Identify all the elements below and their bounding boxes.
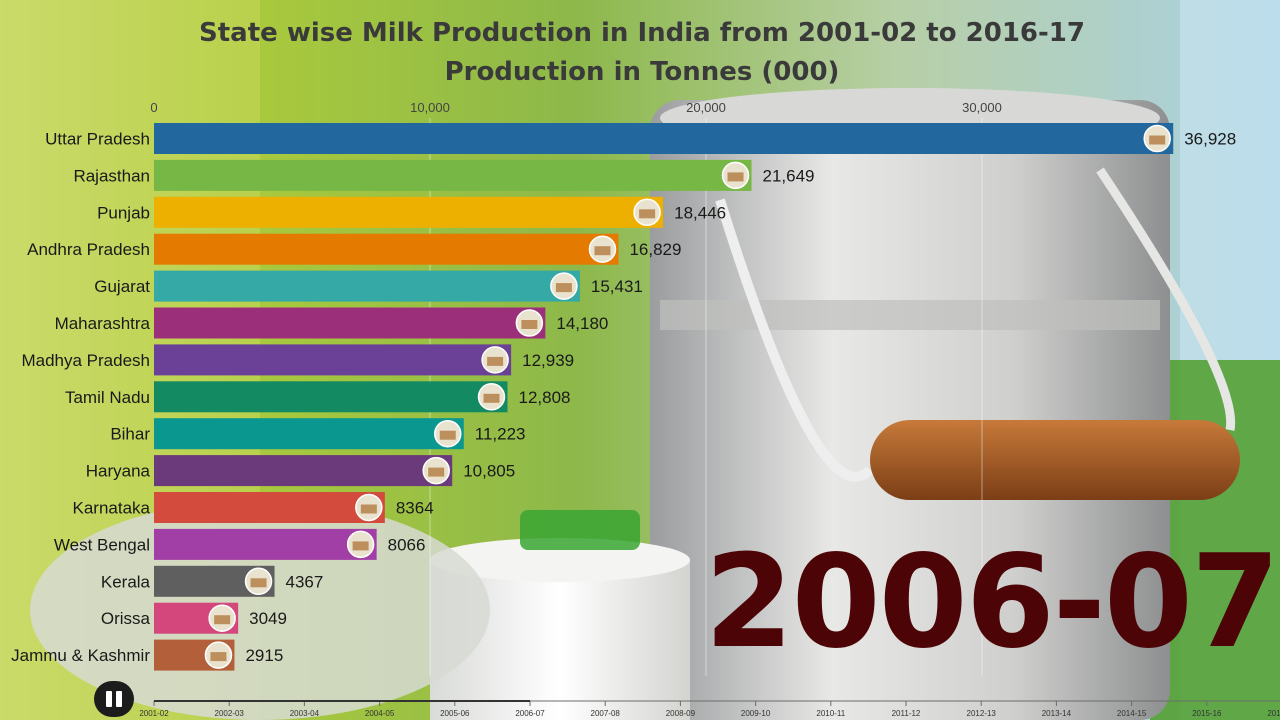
timeline-label: 2003-04 [290,709,320,718]
timeline-label: 2010-11 [816,709,845,718]
category-label: Punjab [97,203,150,222]
value-label: 15,431 [591,277,643,296]
bar-0 [154,123,1174,154]
state-emblem-icon [360,504,377,514]
timeline-label: 2015-16 [1192,709,1222,718]
category-label: Madhya Pradesh [21,351,150,370]
category-label: Karnataka [73,499,151,518]
category-label: Andhra Pradesh [27,240,150,259]
category-label: Uttar Pradesh [45,130,150,149]
value-label: 8364 [396,499,434,518]
timeline-label: 2005-06 [440,709,470,718]
value-label: 11,223 [475,425,526,444]
value-label: 14,180 [556,314,608,333]
value-label: 12,808 [519,388,571,407]
state-emblem-icon [594,246,611,256]
state-emblem-icon [352,541,369,551]
bar-1 [154,159,752,191]
bar-2 [154,196,664,228]
value-label: 2915 [245,646,283,665]
state-emblem-icon [1149,135,1166,145]
value-label: 21,649 [763,166,815,185]
value-label: 8066 [388,535,426,554]
timeline-label: 2016-17 [1267,709,1280,718]
timeline-label: 2009-10 [741,709,771,718]
value-label: 16,829 [629,240,681,259]
timeline-label: 2001-02 [139,709,169,718]
category-label: Orissa [101,609,151,628]
state-emblem-icon [483,393,500,403]
category-label: Haryana [86,462,151,481]
value-label: 4367 [286,572,324,591]
timeline-label: 2004-05 [365,709,395,718]
x-tick-label: 20,000 [686,100,726,115]
value-label: 12,939 [522,351,574,370]
state-emblem-icon [210,652,227,662]
timeline-label: 2014-15 [1117,709,1147,718]
state-emblem-icon [555,283,572,293]
category-label: Tamil Nadu [65,388,150,407]
timeline-label: 2006-07 [515,709,545,718]
chart-title: State wise Milk Production in India from… [199,18,1085,48]
bar-10 [154,492,385,523]
timeline-label: 2008-09 [666,709,696,718]
bar-9 [154,455,453,487]
x-tick-label: 10,000 [410,100,450,115]
category-label: Bihar [110,425,150,444]
timeline-label: 2002-03 [215,709,245,718]
value-label: 3049 [249,609,287,628]
bar-6 [154,344,512,376]
category-label: Kerala [101,572,151,591]
category-label: Rajasthan [73,166,150,185]
state-emblem-icon [639,209,656,219]
timeline-label: 2007-08 [591,709,621,718]
state-emblem-icon [487,356,504,366]
bar-5 [154,307,546,339]
pause-button[interactable] [94,681,134,717]
bar-4 [154,270,580,302]
value-label: 18,446 [674,203,726,222]
category-label: Jammu & Kashmir [11,646,150,665]
category-label: Maharashtra [55,314,151,333]
value-label: 36,928 [1184,130,1236,149]
state-emblem-icon [727,172,744,182]
bar-3 [154,233,619,265]
x-tick-label: 0 [150,100,157,115]
state-emblem-icon [214,615,231,625]
bar-8 [154,418,464,450]
state-emblem-icon [428,467,445,477]
category-label: West Bengal [54,535,150,554]
bar-7 [154,381,508,413]
chart-subtitle: Production in Tonnes (000) [444,57,840,87]
timeline-label: 2012-13 [967,709,997,718]
bar-11 [154,528,377,560]
state-emblem-icon [521,320,538,329]
x-tick-label: 30,000 [962,100,1002,115]
category-label: Gujarat [94,277,150,296]
value-label: 10,805 [463,462,515,481]
timeline-label: 2011-12 [892,709,921,718]
state-emblem-icon [439,430,456,440]
state-emblem-icon [250,578,267,588]
timeline-label: 2013-14 [1042,709,1072,718]
current-year-label: 2006-07 [704,528,1280,677]
